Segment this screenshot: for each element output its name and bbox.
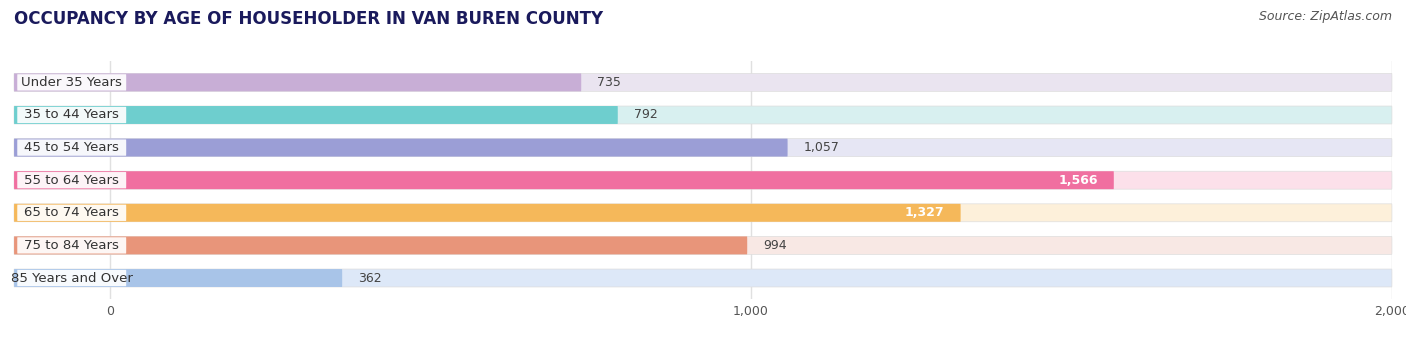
Text: 1,566: 1,566 xyxy=(1059,174,1098,187)
FancyBboxPatch shape xyxy=(14,171,1114,189)
FancyBboxPatch shape xyxy=(14,236,1392,254)
FancyBboxPatch shape xyxy=(14,236,747,254)
FancyBboxPatch shape xyxy=(17,270,127,286)
Text: 362: 362 xyxy=(359,272,382,285)
FancyBboxPatch shape xyxy=(17,237,127,254)
Text: 1,057: 1,057 xyxy=(804,141,839,154)
FancyBboxPatch shape xyxy=(17,172,127,188)
Text: 735: 735 xyxy=(598,76,621,89)
Text: OCCUPANCY BY AGE OF HOUSEHOLDER IN VAN BUREN COUNTY: OCCUPANCY BY AGE OF HOUSEHOLDER IN VAN B… xyxy=(14,10,603,28)
FancyBboxPatch shape xyxy=(14,106,617,124)
Text: 65 to 74 Years: 65 to 74 Years xyxy=(24,206,120,219)
Text: 1,327: 1,327 xyxy=(905,206,945,219)
Text: 75 to 84 Years: 75 to 84 Years xyxy=(24,239,120,252)
FancyBboxPatch shape xyxy=(14,139,1392,156)
FancyBboxPatch shape xyxy=(14,269,342,287)
FancyBboxPatch shape xyxy=(14,204,1392,222)
Text: 792: 792 xyxy=(634,108,658,121)
Text: 85 Years and Over: 85 Years and Over xyxy=(11,272,132,285)
FancyBboxPatch shape xyxy=(14,171,1392,189)
FancyBboxPatch shape xyxy=(14,204,960,222)
FancyBboxPatch shape xyxy=(17,139,127,156)
FancyBboxPatch shape xyxy=(14,269,1392,287)
FancyBboxPatch shape xyxy=(17,205,127,221)
Text: 35 to 44 Years: 35 to 44 Years xyxy=(24,108,120,121)
FancyBboxPatch shape xyxy=(14,73,1392,91)
FancyBboxPatch shape xyxy=(14,106,1392,124)
FancyBboxPatch shape xyxy=(14,73,581,91)
Text: Under 35 Years: Under 35 Years xyxy=(21,76,122,89)
FancyBboxPatch shape xyxy=(17,107,127,123)
FancyBboxPatch shape xyxy=(14,139,787,156)
Text: 55 to 64 Years: 55 to 64 Years xyxy=(24,174,120,187)
Text: 994: 994 xyxy=(763,239,787,252)
FancyBboxPatch shape xyxy=(17,74,127,90)
Text: Source: ZipAtlas.com: Source: ZipAtlas.com xyxy=(1258,10,1392,23)
Text: 45 to 54 Years: 45 to 54 Years xyxy=(24,141,120,154)
